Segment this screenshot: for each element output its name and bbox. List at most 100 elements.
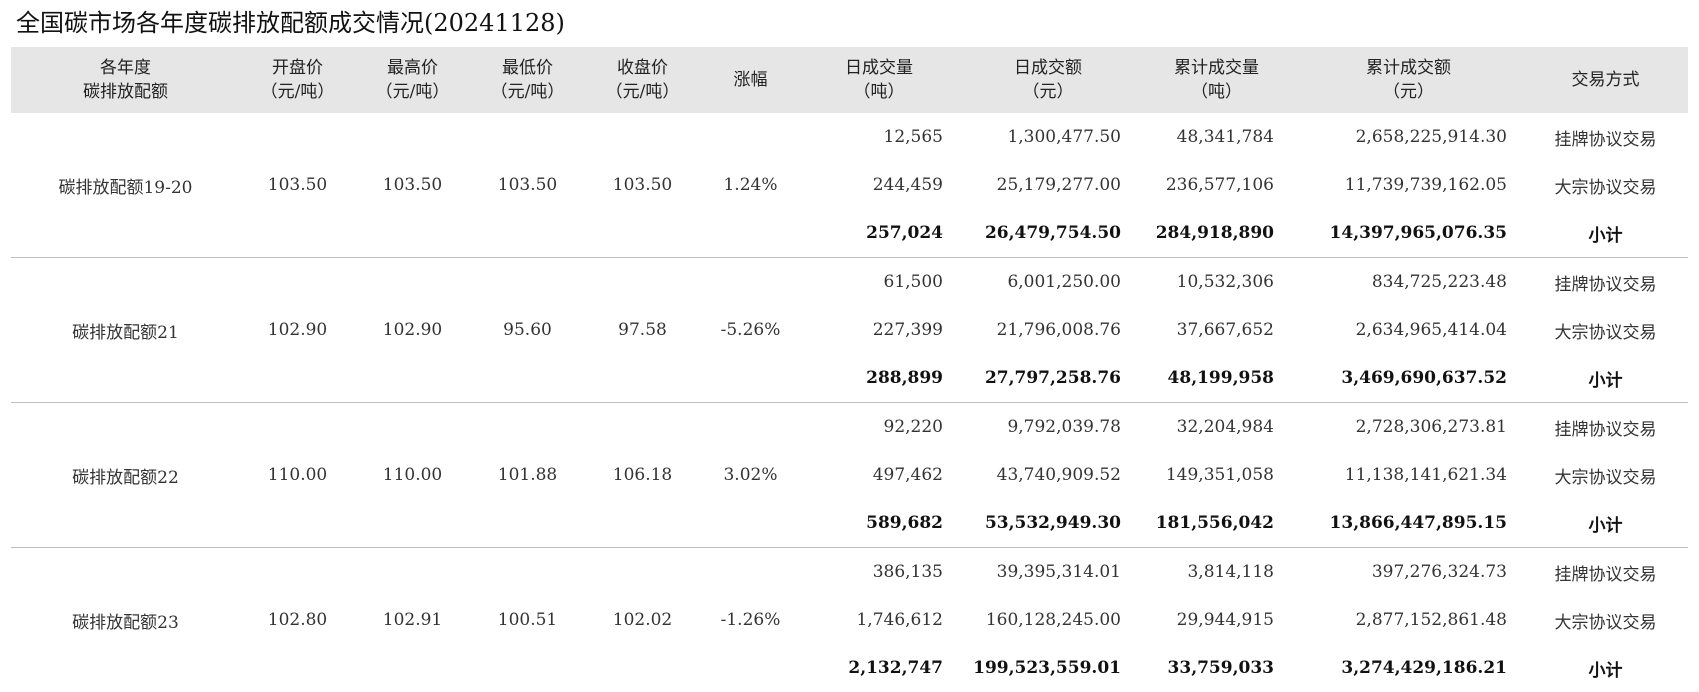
header-close-price: 收盘价（元/吨） (585, 47, 700, 113)
header-trade-mode: 交易方式 (1523, 47, 1688, 113)
close-price: 102.02 (585, 548, 700, 692)
price-change: -1.26% (700, 548, 801, 692)
trade-mode: 小计 (1523, 499, 1688, 548)
low-price: 100.51 (470, 548, 585, 692)
cumulative-volume: 284,918,890 (1139, 209, 1294, 258)
open-price: 110.00 (240, 403, 355, 548)
daily-amount: 25,179,277.00 (957, 161, 1139, 209)
trade-mode: 小计 (1523, 644, 1688, 692)
daily-volume: 12,565 (801, 113, 957, 161)
cumulative-amount: 2,728,306,273.81 (1294, 403, 1523, 452)
daily-volume: 497,462 (801, 451, 957, 499)
close-price: 97.58 (585, 258, 700, 403)
cumulative-amount: 2,658,225,914.30 (1294, 113, 1523, 161)
daily-amount: 43,740,909.52 (957, 451, 1139, 499)
daily-volume: 2,132,747 (801, 644, 957, 692)
cumulative-volume: 29,944,915 (1139, 596, 1294, 644)
trade-mode: 大宗协议交易 (1523, 306, 1688, 354)
low-price: 95.60 (470, 258, 585, 403)
cumulative-volume: 37,667,652 (1139, 306, 1294, 354)
open-price: 102.80 (240, 548, 355, 692)
trade-mode: 大宗协议交易 (1523, 161, 1688, 209)
cumulative-volume: 10,532,306 (1139, 258, 1294, 307)
trade-mode: 大宗协议交易 (1523, 596, 1688, 644)
table-row: 碳排放配额23 102.80 102.91 100.51 102.02 -1.2… (11, 548, 1688, 597)
cumulative-amount: 2,634,965,414.04 (1294, 306, 1523, 354)
cumulative-amount: 3,469,690,637.52 (1294, 354, 1523, 403)
cumulative-volume: 181,556,042 (1139, 499, 1294, 548)
daily-amount: 160,128,245.00 (957, 596, 1139, 644)
allowance-name: 碳排放配额19-20 (11, 113, 240, 258)
table-header-row: 各年度碳排放配额 开盘价（元/吨） 最高价（元/吨） 最低价（元/吨） 收盘价（… (11, 47, 1688, 113)
header-cumulative-amount: 累计成交额（元） (1294, 47, 1523, 113)
open-price: 102.90 (240, 258, 355, 403)
daily-amount: 21,796,008.76 (957, 306, 1139, 354)
header-low-price: 最低价（元/吨） (470, 47, 585, 113)
daily-volume: 1,746,612 (801, 596, 957, 644)
cumulative-amount: 11,739,739,162.05 (1294, 161, 1523, 209)
daily-amount: 6,001,250.00 (957, 258, 1139, 307)
close-price: 103.50 (585, 113, 700, 258)
cumulative-volume: 48,341,784 (1139, 113, 1294, 161)
cumulative-volume: 32,204,984 (1139, 403, 1294, 452)
daily-amount: 9,792,039.78 (957, 403, 1139, 452)
trade-mode: 挂牌协议交易 (1523, 548, 1688, 597)
daily-volume: 61,500 (801, 258, 957, 307)
cumulative-amount: 13,866,447,895.15 (1294, 499, 1523, 548)
cumulative-volume: 149,351,058 (1139, 451, 1294, 499)
header-open-price: 开盘价（元/吨） (240, 47, 355, 113)
price-change: 3.02% (700, 403, 801, 548)
daily-amount: 199,523,559.01 (957, 644, 1139, 692)
price-change: -5.26% (700, 258, 801, 403)
daily-volume: 257,024 (801, 209, 957, 258)
cumulative-amount: 3,274,429,186.21 (1294, 644, 1523, 692)
cumulative-amount: 2,877,152,861.48 (1294, 596, 1523, 644)
trade-mode: 大宗协议交易 (1523, 451, 1688, 499)
header-cumulative-volume: 累计成交量（吨） (1139, 47, 1294, 113)
daily-amount: 53,532,949.30 (957, 499, 1139, 548)
daily-amount: 27,797,258.76 (957, 354, 1139, 403)
daily-volume: 288,899 (801, 354, 957, 403)
allowance-name: 碳排放配额21 (11, 258, 240, 403)
header-allowance-year: 各年度碳排放配额 (11, 47, 240, 113)
daily-volume: 92,220 (801, 403, 957, 452)
trade-mode: 小计 (1523, 354, 1688, 403)
header-change: 涨幅 (700, 47, 801, 113)
low-price: 103.50 (470, 113, 585, 258)
cumulative-volume: 33,759,033 (1139, 644, 1294, 692)
cumulative-volume: 236,577,106 (1139, 161, 1294, 209)
trade-mode: 挂牌协议交易 (1523, 113, 1688, 161)
close-price: 106.18 (585, 403, 700, 548)
table-row: 碳排放配额19-20 103.50 103.50 103.50 103.50 1… (11, 113, 1688, 161)
cumulative-amount: 834,725,223.48 (1294, 258, 1523, 307)
page-title: 全国碳市场各年度碳排放配额成交情况(20241128) (16, 6, 565, 40)
daily-amount: 39,395,314.01 (957, 548, 1139, 597)
daily-amount: 1,300,477.50 (957, 113, 1139, 161)
header-high-price: 最高价（元/吨） (355, 47, 470, 113)
table-row: 碳排放配额21 102.90 102.90 95.60 97.58 -5.26%… (11, 258, 1688, 307)
low-price: 101.88 (470, 403, 585, 548)
open-price: 103.50 (240, 113, 355, 258)
high-price: 110.00 (355, 403, 470, 548)
daily-volume: 589,682 (801, 499, 957, 548)
cumulative-volume: 48,199,958 (1139, 354, 1294, 403)
high-price: 102.91 (355, 548, 470, 692)
price-change: 1.24% (700, 113, 801, 258)
allowance-name: 碳排放配额22 (11, 403, 240, 548)
table-row: 碳排放配额22 110.00 110.00 101.88 106.18 3.02… (11, 403, 1688, 452)
header-daily-amount: 日成交额（元） (957, 47, 1139, 113)
trade-mode: 小计 (1523, 209, 1688, 258)
cumulative-amount: 14,397,965,076.35 (1294, 209, 1523, 258)
cumulative-amount: 11,138,141,621.34 (1294, 451, 1523, 499)
trade-mode: 挂牌协议交易 (1523, 258, 1688, 307)
carbon-trading-table: 各年度碳排放配额 开盘价（元/吨） 最高价（元/吨） 最低价（元/吨） 收盘价（… (11, 47, 1688, 692)
high-price: 103.50 (355, 113, 470, 258)
header-daily-volume: 日成交量（吨） (801, 47, 957, 113)
trade-mode: 挂牌协议交易 (1523, 403, 1688, 452)
allowance-name: 碳排放配额23 (11, 548, 240, 692)
daily-amount: 26,479,754.50 (957, 209, 1139, 258)
cumulative-volume: 3,814,118 (1139, 548, 1294, 597)
daily-volume: 244,459 (801, 161, 957, 209)
daily-volume: 227,399 (801, 306, 957, 354)
high-price: 102.90 (355, 258, 470, 403)
